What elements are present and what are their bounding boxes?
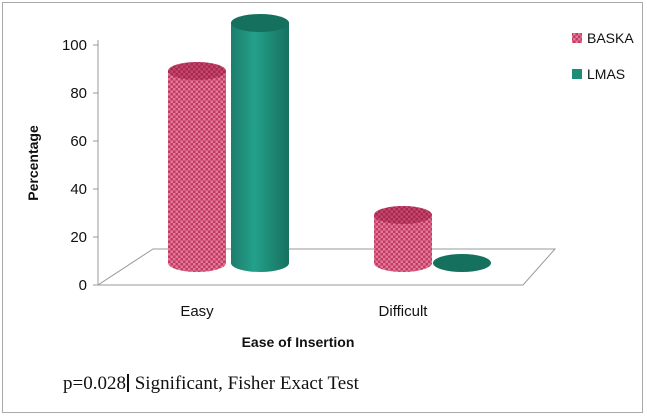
chart-frame: 0 20 40 60 80 100 Easy Difficult Ease of Inse… xyxy=(2,2,643,413)
y-tick-label: 20 xyxy=(70,229,87,246)
footnote-value: p=0.028 xyxy=(63,373,126,394)
y-tick-label: 0 xyxy=(79,277,87,294)
bar-top xyxy=(374,206,432,224)
bar-body xyxy=(374,215,432,272)
bar-baska-easy xyxy=(168,62,226,272)
y-tick-label: 60 xyxy=(70,133,87,150)
x-category-label-difficult: Difficult xyxy=(379,303,429,320)
legend-swatch-lmas xyxy=(572,69,582,79)
bar-group xyxy=(168,14,491,272)
bar-body xyxy=(231,23,289,272)
y-tick-group: 0 20 40 60 80 100 xyxy=(62,37,98,294)
y-tick-label: 100 xyxy=(62,37,87,54)
x-category-label-easy: Easy xyxy=(180,303,214,320)
bar-lmas-difficult xyxy=(433,254,491,272)
bar-top xyxy=(433,254,491,272)
legend: BASKA LMAS xyxy=(572,30,634,82)
bar-top xyxy=(231,14,289,32)
legend-label-baska: BASKA xyxy=(587,30,634,46)
x-axis-title: Ease of Insertion xyxy=(242,334,355,350)
bar-baska-difficult xyxy=(374,206,432,272)
y-tick-label: 40 xyxy=(70,181,87,198)
legend-swatch-baska xyxy=(572,33,582,43)
y-axis-title: Percentage xyxy=(25,125,41,201)
y-tick-label: 80 xyxy=(70,85,87,102)
footnote: p=0.028 Significant, Fisher Exact Test xyxy=(63,373,359,395)
footnote-text: Significant, Fisher Exact Test xyxy=(129,373,359,394)
legend-label-lmas: LMAS xyxy=(587,66,625,82)
bar-top xyxy=(168,62,226,80)
bar-lmas-easy xyxy=(231,14,289,272)
text-cursor-icon xyxy=(126,374,129,392)
chart-canvas: 0 20 40 60 80 100 Easy Difficult Ease of Inse… xyxy=(25,14,634,350)
bar-body xyxy=(168,71,226,272)
